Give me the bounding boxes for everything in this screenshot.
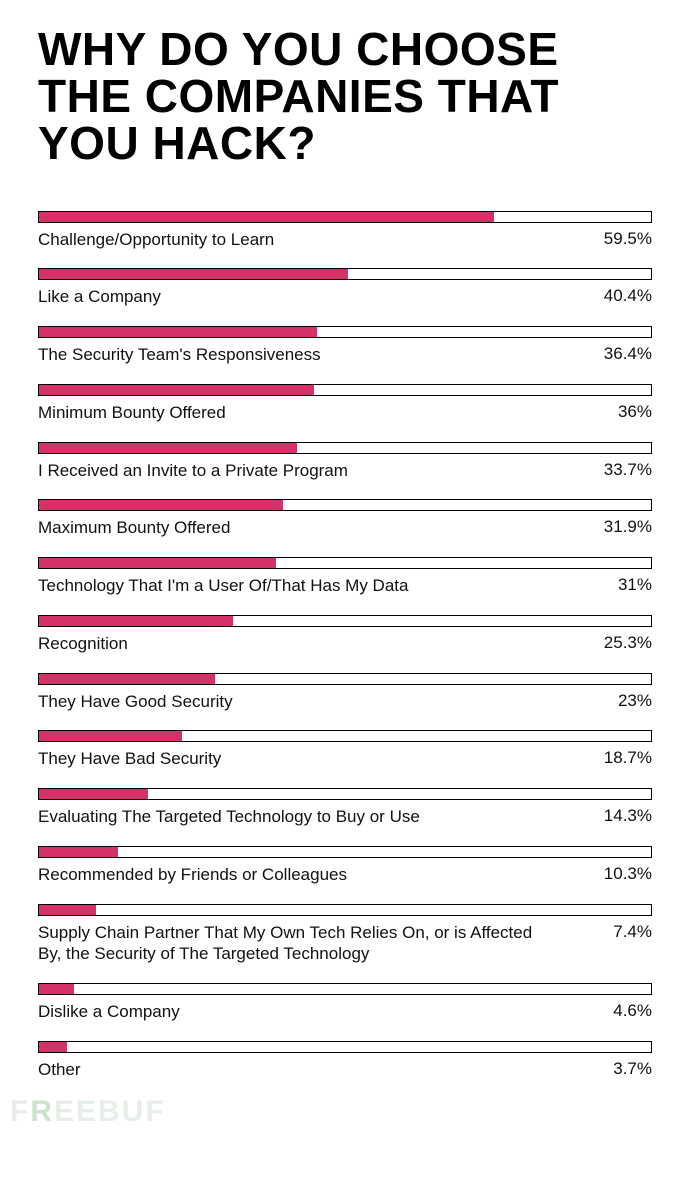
bar-value: 25.3% <box>592 633 652 653</box>
bar-label-line: They Have Good Security 23% <box>38 691 652 713</box>
bar-label-line: Dislike a Company 4.6% <box>38 1001 652 1023</box>
bar-label-line: Challenge/Opportunity to Learn 59.5% <box>38 229 652 251</box>
bar-label: Recommended by Friends or Colleagues <box>38 864 347 886</box>
bar-fill <box>39 327 317 337</box>
bar-row: Challenge/Opportunity to Learn 59.5% <box>38 211 652 251</box>
bar-fill <box>39 558 276 568</box>
bar-fill <box>39 1042 67 1052</box>
bar-label-line: Recognition 25.3% <box>38 633 652 655</box>
bar-label-line: Minimum Bounty Offered 36% <box>38 402 652 424</box>
bar-label: Minimum Bounty Offered <box>38 402 226 424</box>
bar-row: Evaluating The Targeted Technology to Bu… <box>38 788 652 828</box>
bar-label: They Have Good Security <box>38 691 233 713</box>
bar-fill <box>39 212 494 222</box>
bar-fill <box>39 984 74 994</box>
bar-label: Technology That I'm a User Of/That Has M… <box>38 575 408 597</box>
bar-row: They Have Good Security 23% <box>38 673 652 713</box>
bar-track <box>38 211 652 223</box>
bar-row: Minimum Bounty Offered 36% <box>38 384 652 424</box>
bar-row: Like a Company 40.4% <box>38 268 652 308</box>
watermark: FREEBUF <box>10 1095 166 1129</box>
bar-value: 33.7% <box>592 460 652 480</box>
watermark-part: EEBUF <box>54 1095 166 1128</box>
bar-track <box>38 1041 652 1053</box>
bar-track <box>38 442 652 454</box>
bar-fill <box>39 789 148 799</box>
bar-value: 36.4% <box>592 344 652 364</box>
bar-track <box>38 788 652 800</box>
bar-row: Recommended by Friends or Colleagues 10.3… <box>38 846 652 886</box>
bar-row: The Security Team's Responsiveness 36.4% <box>38 326 652 366</box>
bar-track <box>38 673 652 685</box>
bar-label: Like a Company <box>38 286 161 308</box>
bar-label: Recognition <box>38 633 128 655</box>
bar-value: 36% <box>606 402 652 422</box>
bar-label-line: Maximum Bounty Offered 31.9% <box>38 517 652 539</box>
bar-label: The Security Team's Responsiveness <box>38 344 321 366</box>
bar-label: I Received an Invite to a Private Progra… <box>38 460 348 482</box>
chart-title: WHY DO YOU CHOOSE THE COMPANIES THAT YOU… <box>38 26 652 167</box>
bar-fill <box>39 731 182 741</box>
bar-fill <box>39 905 96 915</box>
bar-row: Other 3.7% <box>38 1041 652 1081</box>
bar-track <box>38 499 652 511</box>
bar-label-line: They Have Bad Security 18.7% <box>38 748 652 770</box>
bar-value: 31% <box>606 575 652 595</box>
bar-value: 59.5% <box>592 229 652 249</box>
bar-row: Maximum Bounty Offered 31.9% <box>38 499 652 539</box>
bar-label-line: Supply Chain Partner That My Own Tech Re… <box>38 922 652 966</box>
bar-rows: Challenge/Opportunity to Learn 59.5% Like … <box>38 211 652 1081</box>
bar-value: 18.7% <box>592 748 652 768</box>
chart-container: WHY DO YOU CHOOSE THE COMPANIES THAT YOU… <box>0 0 690 1139</box>
bar-label: Supply Chain Partner That My Own Tech Re… <box>38 922 558 966</box>
bar-row: Recognition 25.3% <box>38 615 652 655</box>
bar-label-line: Other 3.7% <box>38 1059 652 1081</box>
bar-fill <box>39 269 348 279</box>
bar-row: I Received an Invite to a Private Progra… <box>38 442 652 482</box>
bar-row: Technology That I'm a User Of/That Has M… <box>38 557 652 597</box>
watermark-part: F <box>10 1095 30 1128</box>
bar-value: 7.4% <box>601 922 652 942</box>
bar-value: 3.7% <box>601 1059 652 1079</box>
watermark-accent: R <box>30 1095 54 1128</box>
bar-value: 31.9% <box>592 517 652 537</box>
bar-label: Challenge/Opportunity to Learn <box>38 229 274 251</box>
bar-fill <box>39 674 215 684</box>
bar-track <box>38 384 652 396</box>
bar-track <box>38 730 652 742</box>
bar-fill <box>39 385 314 395</box>
bar-label: Other <box>38 1059 81 1081</box>
bar-label: Evaluating The Targeted Technology to Bu… <box>38 806 420 828</box>
bar-row: Dislike a Company 4.6% <box>38 983 652 1023</box>
bar-track <box>38 846 652 858</box>
bar-label-line: Technology That I'm a User Of/That Has M… <box>38 575 652 597</box>
bar-track <box>38 268 652 280</box>
bar-track <box>38 983 652 995</box>
bar-value: 14.3% <box>592 806 652 826</box>
bar-track <box>38 615 652 627</box>
bar-label-line: I Received an Invite to a Private Progra… <box>38 460 652 482</box>
bar-label-line: The Security Team's Responsiveness 36.4% <box>38 344 652 366</box>
bar-fill <box>39 847 118 857</box>
bar-value: 23% <box>606 691 652 711</box>
bar-value: 10.3% <box>592 864 652 884</box>
bar-track <box>38 557 652 569</box>
bar-fill <box>39 616 233 626</box>
bar-label: They Have Bad Security <box>38 748 221 770</box>
bar-value: 40.4% <box>592 286 652 306</box>
bar-label-line: Like a Company 40.4% <box>38 286 652 308</box>
bar-fill <box>39 443 297 453</box>
bar-value: 4.6% <box>601 1001 652 1021</box>
bar-label: Maximum Bounty Offered <box>38 517 230 539</box>
bar-row: They Have Bad Security 18.7% <box>38 730 652 770</box>
bar-label-line: Evaluating The Targeted Technology to Bu… <box>38 806 652 828</box>
bar-fill <box>39 500 283 510</box>
bar-label-line: Recommended by Friends or Colleagues 10.3… <box>38 864 652 886</box>
bar-track <box>38 326 652 338</box>
bar-row: Supply Chain Partner That My Own Tech Re… <box>38 904 652 966</box>
bar-label: Dislike a Company <box>38 1001 180 1023</box>
bar-track <box>38 904 652 916</box>
